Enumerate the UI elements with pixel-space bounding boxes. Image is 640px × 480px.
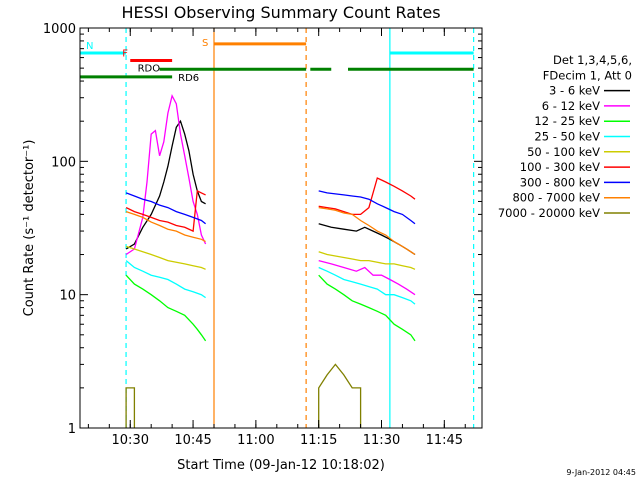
legend-label-3-6-kev: 3 - 6 keV <box>549 84 600 98</box>
plot-frame <box>79 27 483 429</box>
series-7000-20000-kev-segment-0 <box>125 387 136 428</box>
series-800-7000-kev-segment-1 <box>318 206 416 256</box>
series-50-100-kev-segment-0 <box>125 245 206 270</box>
y-axis-label: Count Rate (s⁻¹ detector⁻¹) <box>22 140 37 317</box>
legend-label-800-7000-kev: 800 - 7000 keV <box>512 191 600 205</box>
series-100-300-kev-segment-1 <box>318 177 416 216</box>
series-6-12-kev-segment-0 <box>125 93 207 256</box>
legend-label-100-300-kev: 100 - 300 keV <box>520 160 600 174</box>
series-7000-20000-kev-segment-1 <box>318 363 362 428</box>
x-tick-label-10-45: 10:45 <box>174 433 211 448</box>
state-label-n: N <box>86 41 93 52</box>
series-300-800-kev-segment-1 <box>318 190 416 225</box>
y-tick-label-100: 100 <box>51 155 76 170</box>
timestamp-label: 9-Jan-2012 04:45 <box>566 468 636 477</box>
series-12-25-kev-segment-0 <box>125 274 207 342</box>
x-tick-label-11-00: 11:00 <box>237 433 274 448</box>
series-25-50-kev-segment-1 <box>318 266 416 305</box>
x-tick-label-11-45: 11:45 <box>426 433 463 448</box>
x-tick-label-11-15: 11:15 <box>300 433 337 448</box>
legend-label-7000-20000-kev: 7000 - 20000 keV <box>498 206 600 220</box>
series-6-12-kev-segment-1 <box>318 259 416 296</box>
legend-label-6-12-kev: 6 - 12 keV <box>542 99 600 113</box>
y-tick-label-10: 10 <box>59 289 76 304</box>
plot-layer: N S F RDO RD6 <box>80 28 475 428</box>
legend-header-1: FDecim 1, Att 0 <box>543 68 632 82</box>
y-tick-label-1000: 1000 <box>43 22 76 37</box>
state-label-s: S <box>202 38 208 49</box>
series-300-800-kev-segment-0 <box>125 192 207 225</box>
x-axis-label: Start Time (09-Jan-12 10:18:02) <box>177 458 385 473</box>
x-tick-label-11-30: 11:30 <box>363 433 400 448</box>
series-100-300-kev-segment-0 <box>125 189 206 233</box>
state-label-f: F <box>122 49 128 60</box>
series-800-7000-kev-segment-0 <box>125 210 206 243</box>
y-tick-label-1: 1 <box>68 422 76 437</box>
legend-label-25-50-kev: 25 - 50 keV <box>534 130 600 144</box>
series-3-6-kev-segment-0 <box>125 119 206 250</box>
x-tick-label-10-30: 10:30 <box>112 433 149 448</box>
series-3-6-kev-segment-1 <box>318 223 416 256</box>
legend-label-50-100-kev: 50 - 100 keV <box>527 145 600 159</box>
series-50-100-kev-segment-1 <box>318 251 416 270</box>
legend: Det 1,3,4,5,6,FDecim 1, Att 0 3 - 6 keV6 … <box>498 53 632 220</box>
legend-header-0: Det 1,3,4,5,6, <box>553 53 632 67</box>
axes-layer: HESSI Observing Summary Count Rates Star… <box>22 3 636 477</box>
chart-title: HESSI Observing Summary Count Rates <box>121 3 440 22</box>
legend-label-300-800-kev: 300 - 800 keV <box>520 175 600 189</box>
state-label-rdo: RDO <box>138 63 161 74</box>
series-25-50-kev-segment-0 <box>125 260 206 299</box>
legend-label-12-25-kev: 12 - 25 keV <box>534 114 600 128</box>
series-12-25-kev-segment-1 <box>318 274 416 342</box>
state-label-rd6: RD6 <box>178 73 199 84</box>
